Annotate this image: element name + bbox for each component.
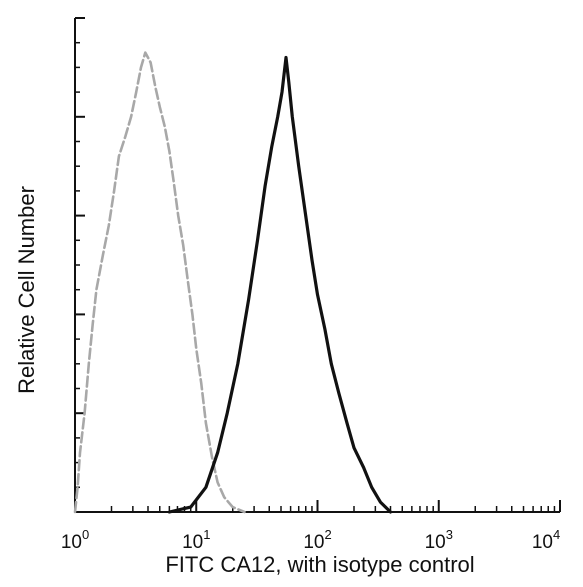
x-axis-label: FITC CA12, with isotype control <box>165 552 474 577</box>
chart-series <box>73 51 393 514</box>
ca12-histogram <box>167 55 393 514</box>
chart-tick-labels: 100 101 102 103 104 <box>61 527 560 553</box>
chart-axes <box>74 18 560 513</box>
x-tick-label: 104 <box>532 527 560 553</box>
x-tick-label: 101 <box>182 527 210 553</box>
x-tick-label: 103 <box>425 527 453 553</box>
y-axis-label: Relative Cell Number <box>14 186 39 394</box>
x-tick-label: 100 <box>61 527 89 553</box>
x-tick-label: 102 <box>303 527 331 553</box>
isotype-control-histogram <box>73 51 246 514</box>
chart-ticks <box>74 17 561 513</box>
